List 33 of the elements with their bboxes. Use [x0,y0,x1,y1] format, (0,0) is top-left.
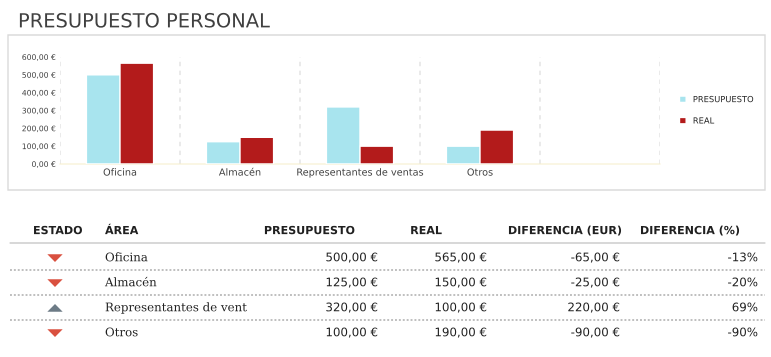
text: -65,00 € [571,252,620,263]
text: -20% [728,277,758,286]
legend-label: PRESUPUESTO [694,96,754,102]
text: -90,00 € [571,327,620,338]
text: 320,00 € [326,302,378,313]
text: 100,00 € [326,327,378,338]
chart-title: PRESUPUESTO PERSONAL [20,12,270,28]
text: 69% [732,302,758,312]
text: 125,00 € [326,277,378,288]
text: DIFERENCIA (EUR) [508,226,622,236]
text: 565,00 € [435,252,486,263]
text: ÁREA [105,224,138,234]
text: REAL [411,226,442,234]
x-tick-label: Otros [467,168,493,176]
x-tick-label: Almacén [218,168,260,176]
text: PRESUPUESTO [264,226,354,234]
text: 100,00 € [436,302,486,313]
text: ESTADO [34,226,82,234]
text: -25,00 € [571,277,620,288]
text: -13% [728,252,758,262]
text: 190,00 € [436,327,486,338]
text: 150,00 € [436,277,486,288]
text: DIFERENCIA (%) [640,226,740,236]
text: -90% [728,327,758,336]
text: 500,00 € [326,252,378,263]
text: Oficina [106,252,148,262]
x-tick-label: Representantes de ventas [297,168,424,178]
text: Otros [106,327,138,336]
text: 220,00 € [568,302,620,313]
legend-label: REAL [694,117,714,124]
text: Representantes de vent [106,302,247,314]
x-tick-label: Oficina [104,168,136,176]
text: Almacén [104,276,156,286]
